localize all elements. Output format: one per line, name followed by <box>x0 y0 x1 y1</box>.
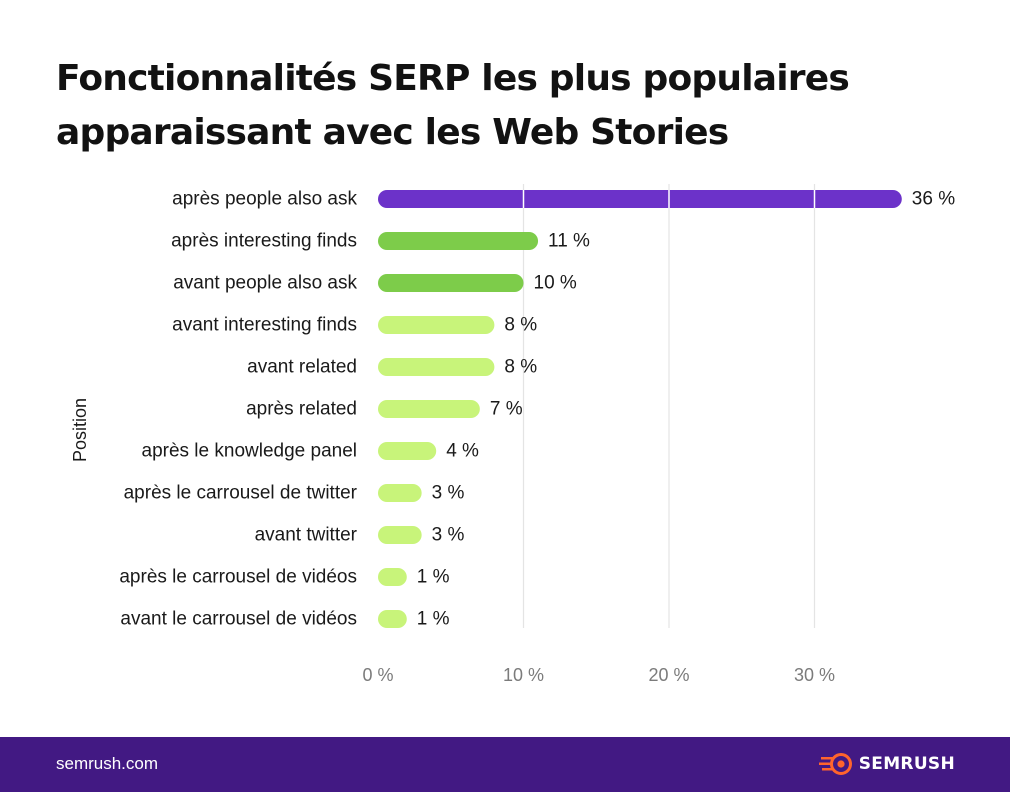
category-label: avant le carrousel de vidéos <box>120 609 357 630</box>
brand-name: SEMRUSH <box>858 754 955 774</box>
value-label: 36 % <box>912 189 955 210</box>
bar-layer <box>378 190 902 628</box>
category-label: après le carrousel de vidéos <box>119 567 357 588</box>
chart-title: Fonctionnalités SERP les plus populaires… <box>56 52 956 160</box>
bar <box>378 484 422 502</box>
bar <box>378 526 422 544</box>
x-tick-label: 0 % <box>362 665 393 685</box>
x-axis-ticks: 0 % 10 % 20 % 30 % <box>362 665 835 685</box>
bar <box>378 358 495 376</box>
category-label: après le knowledge panel <box>142 441 358 462</box>
label-layer: après people also ask 36 % après interesti… <box>119 189 955 630</box>
value-label: 3 % <box>432 483 465 504</box>
bar <box>378 190 902 208</box>
category-label: après interesting finds <box>171 231 357 252</box>
footer-bar: semrush.com SEMRUSH <box>0 737 1010 792</box>
bar-chart: après people also ask 36 % après interesti… <box>70 184 955 685</box>
value-label: 10 % <box>534 273 577 294</box>
value-label: 8 % <box>504 357 537 378</box>
brand-logo: SEMRUSH <box>818 753 955 775</box>
category-label: avant people also ask <box>173 273 357 294</box>
category-label: après related <box>246 399 357 420</box>
bar <box>378 442 437 460</box>
bar <box>378 400 480 418</box>
value-label: 7 % <box>490 399 523 420</box>
y-axis-title: Position <box>70 398 90 462</box>
value-label: 3 % <box>432 525 465 546</box>
x-tick-label: 20 % <box>648 665 689 685</box>
chart-title-line-1: Fonctionnalités SERP les plus populaires <box>56 58 850 99</box>
category-label: après le carrousel de twitter <box>124 483 358 504</box>
category-label: avant twitter <box>255 525 358 546</box>
x-tick-label: 10 % <box>503 665 544 685</box>
category-label: avant related <box>247 357 357 378</box>
value-label: 11 % <box>548 231 590 252</box>
semrush-fireball-icon <box>818 753 852 775</box>
value-label: 1 % <box>417 567 450 588</box>
value-label: 4 % <box>446 441 479 462</box>
footer-site-link[interactable]: semrush.com <box>56 754 159 773</box>
value-label: 1 % <box>417 609 450 630</box>
bar <box>378 568 407 586</box>
category-label: après people also ask <box>172 189 357 210</box>
chart-title-line-2: apparaissant avec les Web Stories <box>56 112 729 153</box>
grid-layer <box>522 184 816 628</box>
bar <box>378 610 407 628</box>
bar <box>378 232 539 250</box>
bar <box>378 274 524 292</box>
x-tick-label: 30 % <box>794 665 835 685</box>
bar <box>378 316 495 334</box>
category-label: avant interesting finds <box>172 315 357 336</box>
value-label: 8 % <box>504 315 537 336</box>
